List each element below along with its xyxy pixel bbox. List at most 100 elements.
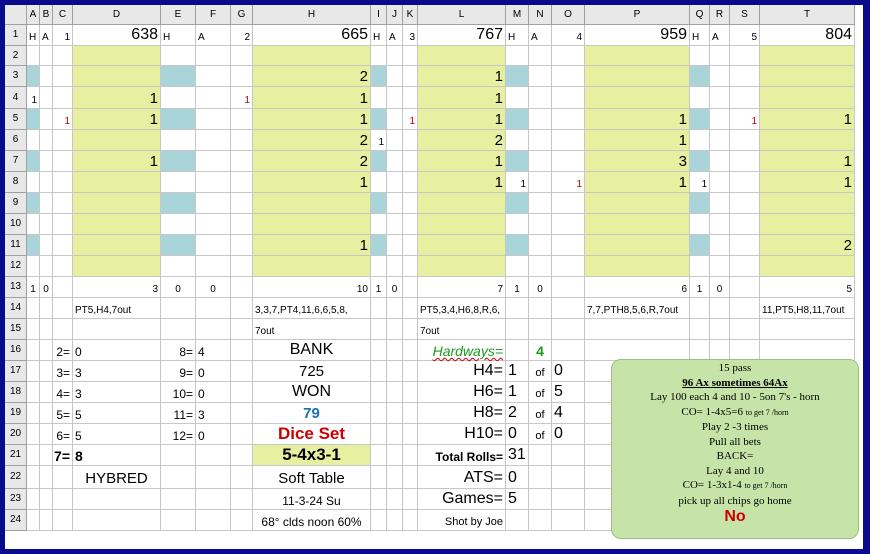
cell-M12[interactable] [506, 256, 529, 277]
cell-G24[interactable] [231, 510, 253, 531]
cell-I3[interactable] [371, 66, 387, 87]
cell-T10[interactable] [760, 214, 855, 235]
row-header-17[interactable]: 17 [5, 361, 27, 382]
cell-F6[interactable] [196, 130, 231, 151]
sum-label-b-19[interactable]: 11= [161, 403, 196, 424]
row-header-8[interactable]: 8 [5, 172, 27, 193]
cell-O21[interactable] [552, 445, 585, 466]
cell-C3[interactable] [53, 66, 73, 87]
cell-E10[interactable] [161, 214, 196, 235]
cell-A12[interactable] [27, 256, 40, 277]
cell-O22[interactable] [552, 466, 585, 489]
cell-B16[interactable] [40, 340, 53, 361]
cell-P6[interactable]: 1 [585, 130, 690, 151]
cell-L13[interactable]: 7 [418, 277, 506, 298]
cell-P8[interactable]: 1 [585, 172, 690, 193]
cell-N6[interactable] [529, 130, 552, 151]
cell-B1[interactable]: A [40, 25, 53, 46]
cell-T9[interactable] [760, 193, 855, 214]
cell-I21[interactable] [371, 445, 387, 466]
row-header-9[interactable]: 9 [5, 193, 27, 214]
cell-Q6[interactable] [690, 130, 710, 151]
cell-M5[interactable] [506, 109, 529, 130]
cell-B7[interactable] [40, 151, 53, 172]
cell-A24[interactable] [27, 510, 40, 531]
cell-T3[interactable] [760, 66, 855, 87]
cell-H8[interactable]: 1 [253, 172, 371, 193]
cell-G22[interactable] [231, 466, 253, 489]
cell-J20[interactable] [387, 424, 403, 445]
cell-F2[interactable] [196, 46, 231, 66]
cell-M11[interactable] [506, 235, 529, 256]
cell-I17[interactable] [371, 361, 387, 382]
cell-K11[interactable] [403, 235, 418, 256]
cell-B24[interactable] [40, 510, 53, 531]
hardway-hits-h8[interactable]: 2 [506, 403, 529, 424]
cell-D23[interactable] [73, 489, 161, 510]
cell-L4[interactable]: 1 [418, 87, 506, 109]
cell-G12[interactable] [231, 256, 253, 277]
sum-label-21[interactable]: 7= [53, 445, 73, 466]
cell-E7[interactable] [161, 151, 196, 172]
cell-H12[interactable] [253, 256, 371, 277]
cell-P4[interactable] [585, 87, 690, 109]
hardway-total-h8[interactable]: 4 [552, 403, 585, 424]
cell-N13[interactable]: 0 [529, 277, 552, 298]
cell-F3[interactable] [196, 66, 231, 87]
cell-G14[interactable] [231, 298, 253, 319]
column-header-C[interactable]: C [53, 5, 73, 25]
cell-S3[interactable] [730, 66, 760, 87]
column-header-A[interactable]: A [27, 5, 40, 25]
cell-P11[interactable] [585, 235, 690, 256]
cell-G2[interactable] [231, 46, 253, 66]
cell-R4[interactable] [710, 87, 730, 109]
dice-set-value[interactable]: 5-4x3-1 [253, 445, 371, 466]
cell-H13[interactable]: 10 [253, 277, 371, 298]
cell-I15[interactable] [371, 319, 387, 340]
hardway-total-h10[interactable]: 0 [552, 424, 585, 445]
cell-I13[interactable]: 1 [371, 277, 387, 298]
column-header-G[interactable]: G [231, 5, 253, 25]
cell-P9[interactable] [585, 193, 690, 214]
row-header-7[interactable]: 7 [5, 151, 27, 172]
cell-S12[interactable] [730, 256, 760, 277]
cell-S8[interactable] [730, 172, 760, 193]
cell-D5[interactable]: 1 [73, 109, 161, 130]
cell-G4[interactable]: 1 [231, 87, 253, 109]
cell-J12[interactable] [387, 256, 403, 277]
cell-E22[interactable] [161, 466, 196, 489]
cell-N12[interactable] [529, 256, 552, 277]
hardway-label-h8[interactable]: H8= [418, 403, 506, 424]
weather-note[interactable]: 68° clds noon 60% [253, 510, 371, 531]
cell-A15[interactable] [27, 319, 40, 340]
cell-P14[interactable]: 7,7,PTH8,5,6,R,7out [585, 298, 690, 319]
column-header-B[interactable]: B [40, 5, 53, 25]
cell-G23[interactable] [231, 489, 253, 510]
cell-N1[interactable]: A [529, 25, 552, 46]
hardway-hits-h10[interactable]: 0 [506, 424, 529, 445]
total-rolls-value[interactable]: 31 [506, 445, 529, 466]
cell-Q3[interactable] [690, 66, 710, 87]
cell-D4[interactable]: 1 [73, 87, 161, 109]
cell-O8[interactable]: 1 [552, 172, 585, 193]
cell-C8[interactable] [53, 172, 73, 193]
cell-S9[interactable] [730, 193, 760, 214]
cell-B13[interactable]: 0 [40, 277, 53, 298]
cell-I19[interactable] [371, 403, 387, 424]
hardway-total-h4[interactable]: 0 [552, 361, 585, 382]
cell-K2[interactable] [403, 46, 418, 66]
cell-T1[interactable]: 804 [760, 25, 855, 46]
cell-F5[interactable] [196, 109, 231, 130]
cell-K15[interactable] [403, 319, 418, 340]
cell-M14[interactable] [506, 298, 529, 319]
cell-N15[interactable] [529, 319, 552, 340]
hardway-of-h8[interactable]: of [529, 403, 552, 424]
column-header-F[interactable]: F [196, 5, 231, 25]
cell-T5[interactable]: 1 [760, 109, 855, 130]
cell-H5[interactable]: 1 [253, 109, 371, 130]
cell-C1[interactable]: 1 [53, 25, 73, 46]
cell-B14[interactable] [40, 298, 53, 319]
cell-K17[interactable] [403, 361, 418, 382]
cell-A5[interactable] [27, 109, 40, 130]
cell-O1[interactable]: 4 [552, 25, 585, 46]
